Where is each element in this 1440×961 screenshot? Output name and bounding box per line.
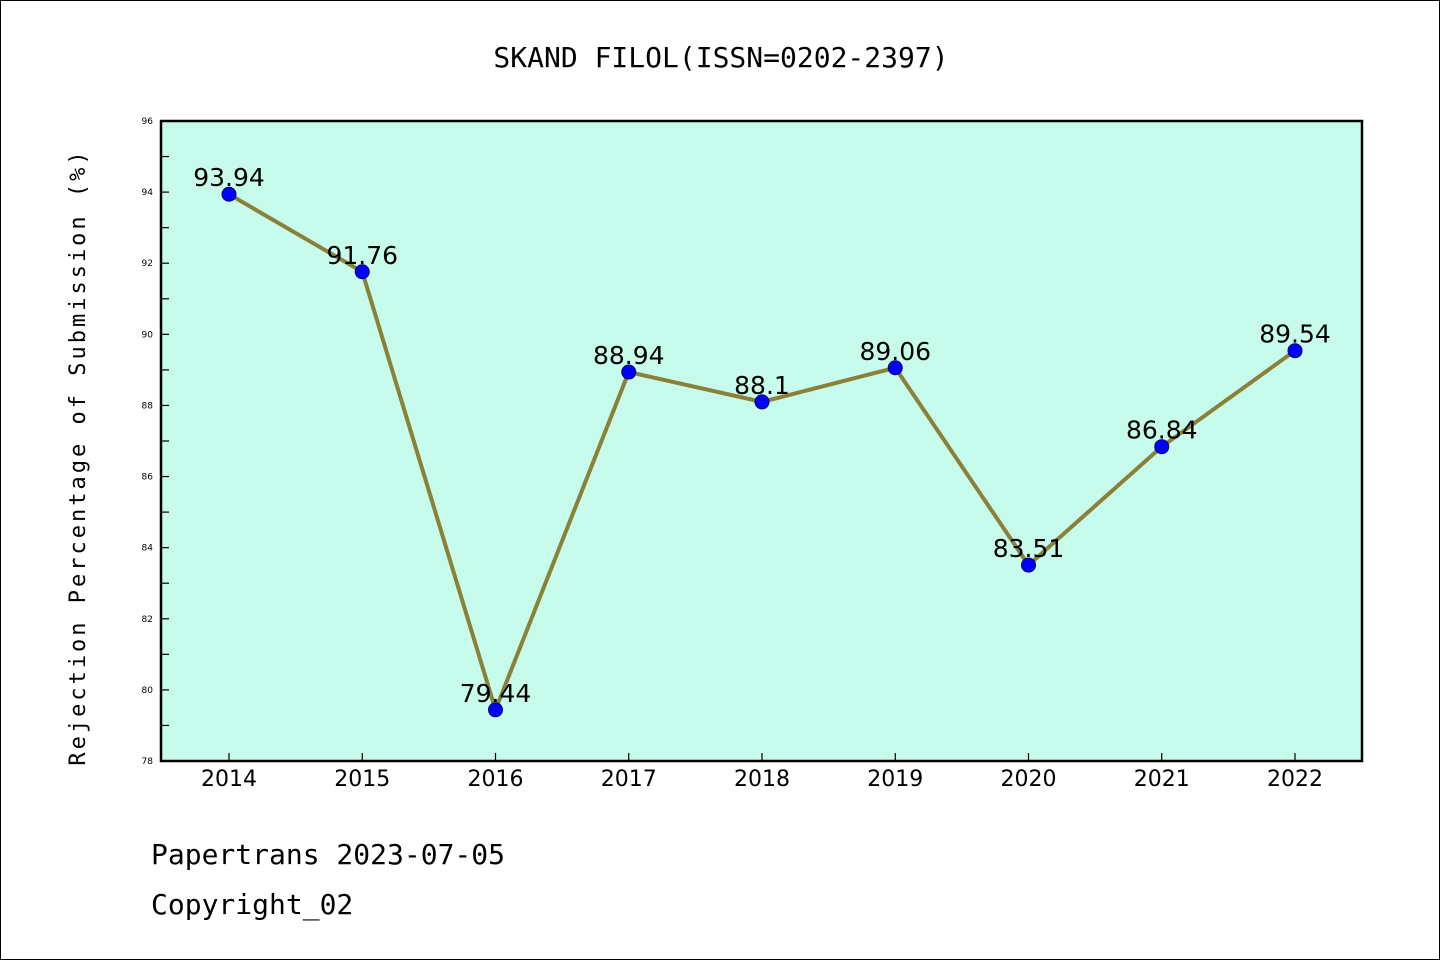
data-point-marker [488,702,503,718]
data-point-label: 93.94 [193,163,265,192]
footer-copyright: Copyright_02 [151,888,353,922]
x-tick-label: 2019 [867,767,923,792]
y-tick-label: 96 [142,117,154,127]
data-point-label: 88.1 [734,371,790,400]
series-markers [221,186,1303,718]
x-tick-label: 2022 [1267,767,1323,792]
data-point-label: 79.44 [460,679,532,708]
y-tick-label: 82 [142,615,153,625]
data-point-marker [221,186,237,202]
data-point-marker [754,394,770,410]
x-tick-label: 2016 [468,767,524,792]
data-point-marker [1021,557,1036,573]
plot-border [159,119,1364,763]
y-tick-label: 88 [142,401,154,411]
data-point-label: 89.54 [1259,320,1331,349]
y-tick-label: 86 [142,473,154,483]
data-point-label: 89.06 [859,337,931,366]
footer-date: Papertrans 2023-07-05 [151,838,505,871]
x-tick-label: 2020 [1001,767,1057,792]
x-tick-label: 2017 [601,767,657,792]
y-tick-label: 90 [142,330,154,340]
x-tick-label: 2015 [334,767,390,792]
y-tick-label: 84 [142,544,154,554]
y-axis-ticks: 78 80 82 84 86 88 90 92 94 96 [142,117,169,767]
data-point-marker [354,264,370,280]
y-axis-label: Rejection Percentage of Submission (%) [66,148,91,765]
y-tick-label: 80 [142,686,154,696]
data-point-label: 88.94 [593,341,665,370]
y-tick-label: 78 [142,757,154,767]
data-point-label: 86.84 [1126,416,1198,445]
data-point-marker [887,360,903,376]
y-tick-label: 92 [142,259,153,269]
x-tick-label: 2018 [734,767,790,792]
x-tick-label: 2014 [201,767,257,792]
chart-title: SKAND FILOL(ISSN=0202-2397) [493,41,948,74]
data-point-label: 83.51 [993,534,1065,563]
y-tick-label: 94 [142,188,154,198]
data-point-marker [621,364,637,380]
data-labels: 93.94 91.76 79.44 88.94 88.1 89.06 83.51 86.84 8… [193,163,1331,708]
data-point-label: 91.76 [326,241,398,270]
x-axis-ticks: 2014 2015 2016 2017 2018 2019 2020 2021 2022 [201,753,1323,792]
x-tick-label: 2021 [1134,767,1190,792]
data-point-marker [1154,439,1170,455]
data-point-marker [1287,343,1303,359]
